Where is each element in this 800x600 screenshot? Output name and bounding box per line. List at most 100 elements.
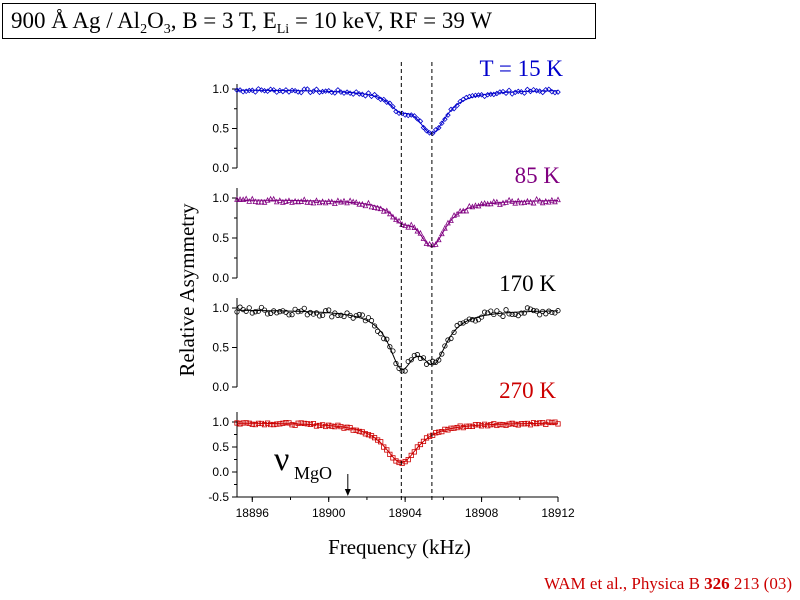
title-field: , B = 3 T, E: [170, 8, 277, 33]
data-point: [313, 423, 320, 429]
data-point: [384, 336, 390, 342]
data-point: [512, 311, 518, 317]
data-point: [234, 309, 240, 315]
data-point: [536, 197, 543, 204]
data-point: [420, 124, 427, 131]
data-point: [549, 88, 555, 95]
y-tick-label: 1.0: [212, 415, 229, 429]
data-point: [380, 207, 387, 214]
data-point: [454, 102, 460, 109]
data-point: [549, 309, 555, 316]
data-point: [546, 419, 552, 425]
data-point: [335, 87, 341, 93]
data-point: [497, 421, 503, 428]
data-point: [331, 200, 338, 206]
data-point: [448, 217, 454, 223]
data-point: [439, 351, 445, 357]
data-point: [515, 197, 522, 204]
data-point: [295, 309, 301, 315]
data-point: [549, 196, 555, 203]
title-energy: = 10 keV, RF = 39 W: [289, 8, 492, 33]
title-oxygen: O: [147, 8, 164, 33]
data-point: [530, 199, 537, 206]
data-point: [301, 420, 307, 427]
data-point: [338, 312, 344, 318]
data-point: [371, 91, 378, 98]
data-point: [381, 444, 387, 450]
data-point: [491, 311, 497, 318]
y-tick-label: 0.5: [212, 122, 229, 136]
data-point: [506, 87, 512, 94]
data-point: [460, 207, 467, 214]
data-point: [490, 198, 497, 205]
panel-3: 0.0 0.5 1.0 170 K: [212, 271, 561, 394]
data-point: [304, 86, 311, 92]
y-tick-label: 0.0: [212, 271, 229, 285]
data-point: [536, 88, 543, 94]
data-point: [488, 308, 494, 314]
title-sub-2: 2: [140, 22, 148, 37]
data-point: [527, 306, 534, 312]
data-point: [399, 110, 405, 117]
data-point: [255, 420, 262, 426]
data-point: [515, 422, 521, 428]
data-point: [249, 87, 256, 94]
data-point: [478, 92, 485, 98]
y-tick-label: 1.0: [212, 82, 229, 96]
data-point: [417, 355, 424, 361]
data-point: [509, 311, 515, 318]
data-point: [387, 100, 393, 107]
data-point: [252, 309, 258, 315]
data-point: [420, 355, 427, 361]
data-point: [542, 198, 549, 204]
data-point: [457, 423, 463, 429]
data-point: [268, 310, 274, 316]
data-point: [298, 308, 304, 314]
data-point: [411, 224, 418, 230]
data-point: [347, 312, 353, 319]
data-point: [527, 198, 534, 205]
data-point: [307, 309, 313, 316]
data-point: [243, 195, 250, 202]
series-label: 270 K: [499, 378, 556, 403]
data-point: [252, 421, 258, 428]
data-point: [341, 197, 347, 204]
x-tick-label: 18900: [312, 506, 346, 520]
data-point: [313, 310, 320, 316]
data-point: [328, 198, 335, 205]
data-point: [396, 217, 402, 224]
data-point: [506, 311, 512, 317]
y-axis-title: Relative Asymmetry: [175, 203, 199, 377]
data-point: [543, 311, 549, 317]
data-point: [274, 421, 280, 427]
data-point: [469, 317, 475, 323]
data-point: [472, 318, 479, 324]
data-point: [298, 420, 304, 426]
data-point: [482, 421, 488, 427]
data-point: [414, 116, 421, 122]
y-tick-label: 0.5: [212, 231, 229, 245]
data-point: [368, 318, 375, 324]
data-point: [408, 221, 415, 228]
data-point: [277, 87, 283, 94]
data-point: [439, 120, 445, 127]
data-point: [332, 90, 338, 96]
data-point: [423, 240, 430, 246]
data-point: [286, 197, 292, 204]
data-point: [286, 312, 292, 318]
data-point: [509, 198, 515, 204]
data-point: [442, 426, 448, 432]
data-point: [261, 87, 268, 94]
data-point: [350, 198, 357, 205]
data-point: [371, 323, 378, 329]
data-point: [411, 352, 417, 359]
data-point: [350, 91, 356, 97]
data-point: [341, 313, 347, 320]
data-point: [417, 118, 424, 124]
data-point: [555, 421, 561, 427]
data-point: [313, 197, 320, 203]
data-point: [393, 360, 399, 367]
title-sample: 900 Å Ag / Al: [11, 8, 141, 33]
data-point: [390, 103, 396, 110]
